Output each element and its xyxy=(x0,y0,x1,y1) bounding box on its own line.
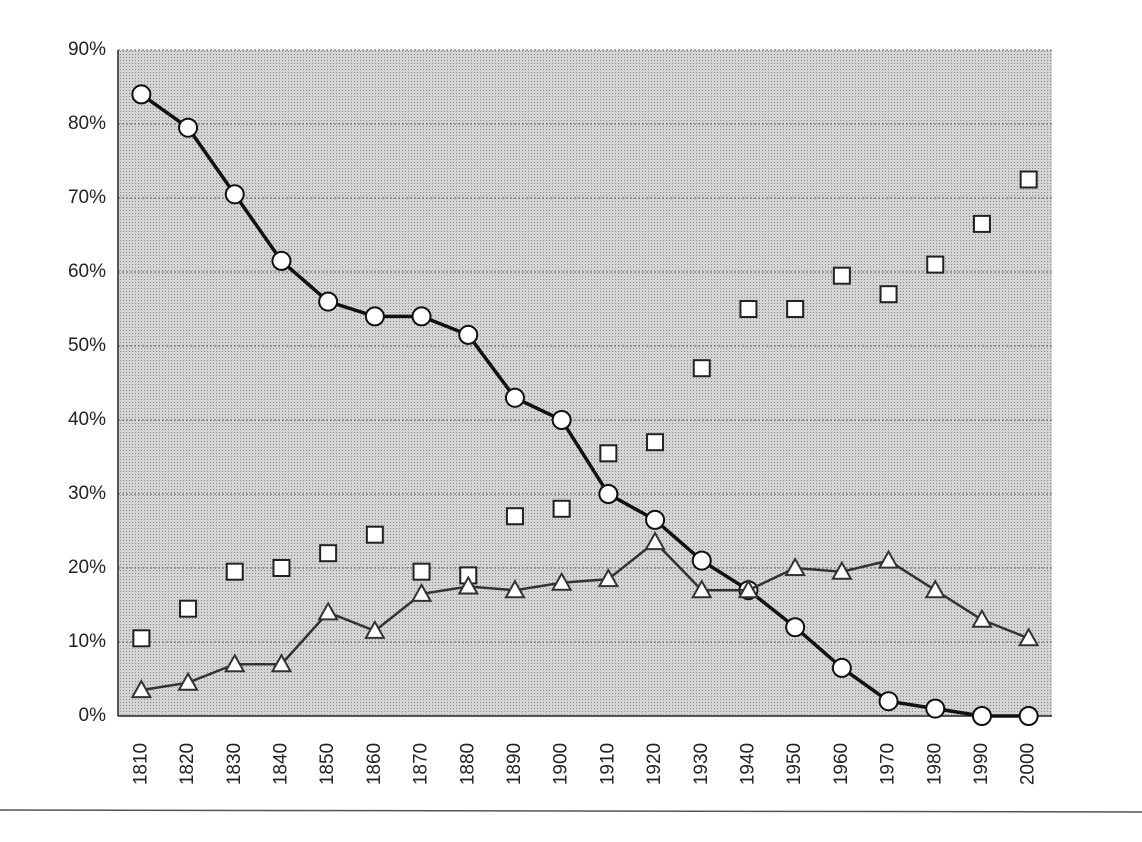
triangle-marker xyxy=(177,671,199,691)
square-marker xyxy=(692,359,711,378)
circle-marker xyxy=(645,509,666,530)
triangle-marker xyxy=(971,608,993,628)
square-marker xyxy=(225,562,244,581)
circle-marker xyxy=(971,706,992,726)
square-marker xyxy=(1019,170,1038,189)
x-tick-label: 1880 xyxy=(457,743,478,785)
circle-marker xyxy=(271,250,292,271)
circle-marker xyxy=(364,306,385,327)
x-tick-label: 1950 xyxy=(784,743,805,785)
circle-marker xyxy=(131,84,152,105)
y-tick-label: 70% xyxy=(68,187,106,208)
triangle-marker xyxy=(270,653,293,673)
y-tick-label: 90% xyxy=(68,39,106,60)
y-tick-label: 80% xyxy=(68,113,106,134)
plot-area xyxy=(118,50,1052,716)
x-tick-label: 1960 xyxy=(831,743,852,785)
x-tick-label: 1930 xyxy=(691,743,712,785)
x-tick-label: 1970 xyxy=(878,743,899,785)
x-tick-label: 1890 xyxy=(504,743,525,785)
page-edge xyxy=(0,809,1142,813)
triangle-marker xyxy=(644,531,666,551)
x-tick-label: 1920 xyxy=(644,743,665,785)
triangle-marker xyxy=(831,560,853,580)
series-line xyxy=(141,540,1030,692)
x-tick-label: 1840 xyxy=(270,743,291,785)
square-marker xyxy=(179,599,198,618)
circle-marker xyxy=(411,306,432,327)
square-marker xyxy=(552,499,571,518)
circle-marker xyxy=(1018,706,1039,726)
x-tick-label: 1910 xyxy=(597,743,618,785)
triangle-marker xyxy=(130,679,153,699)
x-tick-label: 2000 xyxy=(1018,743,1039,785)
circle-marker xyxy=(224,184,245,205)
square-marker xyxy=(599,444,618,463)
triangle-marker xyxy=(410,582,433,602)
circle-marker xyxy=(458,324,479,345)
x-tick-label: 1830 xyxy=(224,743,245,785)
square-marker xyxy=(646,433,665,452)
triangle-marker xyxy=(504,579,526,599)
triangle-marker xyxy=(877,549,900,569)
square-marker xyxy=(505,507,524,526)
circle-marker xyxy=(925,698,946,719)
circle-marker xyxy=(504,387,525,408)
y-tick-label: 10% xyxy=(68,631,106,652)
circle-marker xyxy=(691,550,712,571)
y-tick-label: 0% xyxy=(79,705,107,726)
triangle-marker xyxy=(597,568,620,588)
triangle-marker xyxy=(550,571,573,591)
square-marker xyxy=(319,544,338,563)
triangle-marker xyxy=(924,579,946,599)
circle-marker xyxy=(878,691,899,712)
y-tick-label: 60% xyxy=(68,261,106,282)
square-marker xyxy=(739,300,758,318)
x-tick-label: 1980 xyxy=(924,743,945,785)
square-marker xyxy=(786,300,805,318)
square-marker xyxy=(832,266,851,285)
x-tick-label: 1850 xyxy=(317,743,338,785)
x-tick-label: 1870 xyxy=(411,743,432,785)
triangle-marker xyxy=(691,579,713,599)
x-tick-label: 1820 xyxy=(177,743,198,785)
square-marker xyxy=(926,255,945,274)
circle-marker xyxy=(831,657,852,678)
circle-marker xyxy=(785,617,806,638)
square-marker xyxy=(365,525,384,544)
square-marker xyxy=(272,559,291,577)
y-tick-label: 40% xyxy=(68,409,106,430)
x-tick-label: 1990 xyxy=(971,743,992,785)
triangle-marker xyxy=(784,556,806,576)
square-marker xyxy=(412,562,431,581)
x-tick-label: 1810 xyxy=(130,743,151,785)
triangle-marker xyxy=(1017,627,1040,647)
circle-marker xyxy=(318,291,339,312)
y-tick-label: 30% xyxy=(68,483,106,504)
y-tick-label: 50% xyxy=(68,335,106,356)
triangle-marker xyxy=(317,601,339,621)
triangle-marker xyxy=(737,579,760,599)
square-marker xyxy=(132,629,151,648)
circle-marker xyxy=(551,410,572,430)
circle-marker xyxy=(178,117,199,138)
x-tick-label: 1860 xyxy=(364,743,385,785)
x-tick-label: 1900 xyxy=(551,743,572,785)
triangle-marker xyxy=(224,653,246,673)
x-tick-label: 1940 xyxy=(737,743,758,785)
circle-marker xyxy=(598,484,619,504)
triangle-marker xyxy=(457,575,479,595)
y-tick-label: 20% xyxy=(68,557,106,578)
triangle-marker xyxy=(364,619,386,639)
square-marker xyxy=(972,214,991,233)
square-marker xyxy=(879,285,898,304)
